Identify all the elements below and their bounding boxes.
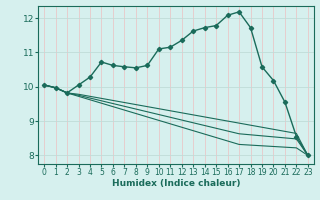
X-axis label: Humidex (Indice chaleur): Humidex (Indice chaleur) (112, 179, 240, 188)
